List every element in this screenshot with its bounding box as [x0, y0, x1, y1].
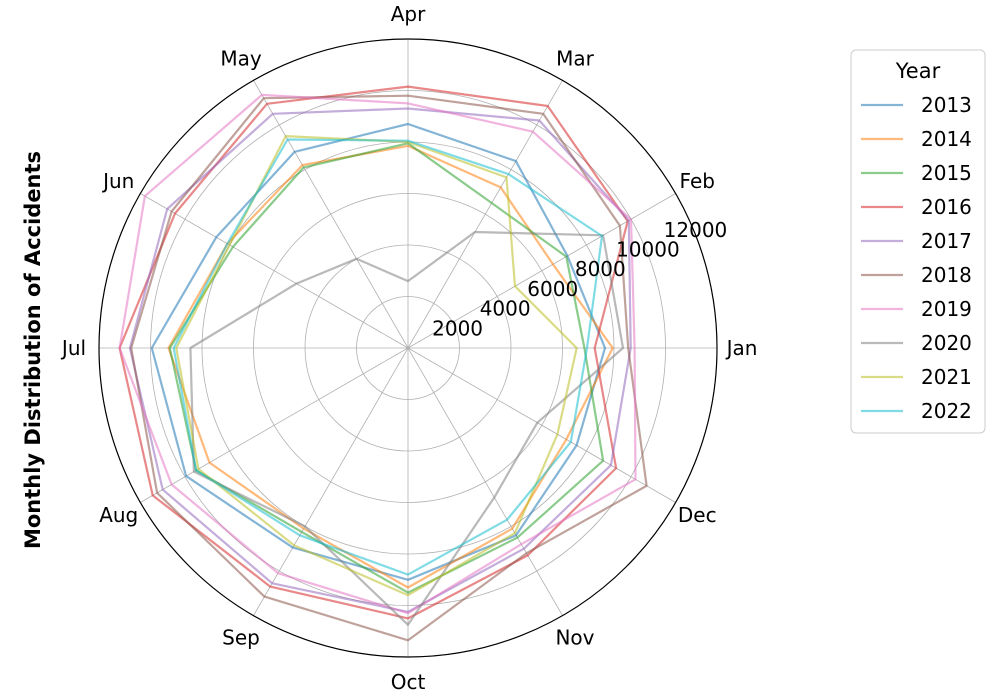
month-label-dec: Dec [678, 503, 717, 527]
grid-spoke [140, 347, 409, 503]
legend-label-2017: 2017 [921, 229, 972, 253]
legend-label-2018: 2018 [921, 263, 972, 287]
month-label-feb: Feb [680, 169, 715, 193]
month-label-sep: Sep [222, 625, 260, 649]
month-label-jul: Jul [60, 336, 86, 360]
series-line-2015 [168, 142, 605, 594]
r-tick-label: 8000 [575, 257, 626, 281]
legend-label-2022: 2022 [921, 399, 972, 423]
series-line-2019 [118, 93, 637, 615]
legend-items: 2013 2014 2015 2016 2017 2018 2019 2020 2021 2022 [861, 93, 972, 423]
legend-label-2021: 2021 [921, 365, 972, 389]
legend-label-2013: 2013 [921, 93, 972, 117]
grid-spoke [253, 80, 409, 349]
grid-spoke [407, 347, 676, 503]
r-tick-label: 4000 [480, 297, 531, 321]
legend-title: Year [895, 59, 941, 83]
r-tick-label: 12000 [664, 218, 728, 242]
series-line-2013 [150, 122, 607, 581]
r-tick-label: 6000 [527, 277, 578, 301]
month-label-oct: Oct [391, 670, 426, 694]
legend-label-2015: 2015 [921, 161, 972, 185]
grid-spoke [407, 347, 563, 616]
r-tick-label: 2000 [432, 316, 483, 340]
legend-label-2016: 2016 [921, 195, 972, 219]
legend-label-2020: 2020 [921, 331, 972, 355]
month-label-jan: Jan [725, 336, 758, 360]
series-line-2020 [189, 230, 625, 626]
series-line-2021 [175, 135, 578, 597]
series-line-2014 [167, 144, 614, 589]
grid-spoke [140, 193, 409, 349]
series-line-2018 [130, 94, 648, 642]
month-label-nov: Nov [555, 625, 594, 649]
month-label-mar: Mar [556, 47, 595, 71]
month-label-apr: Apr [391, 2, 426, 26]
grid-spoke [407, 80, 563, 349]
angular-tick-labels: Jan Feb Mar Apr May Jun Jul Aug Sep Oct Nov Dec [60, 2, 757, 694]
y-axis-label: Monthly Distribution of Accidents [21, 151, 45, 549]
series-line-2017 [128, 107, 632, 614]
polar-frame [98, 38, 718, 658]
r-tick-label: 10000 [616, 237, 680, 261]
legend: Year 2013 2014 2015 2016 2017 2018 2019 2020 202… [850, 49, 986, 434]
month-label-may: May [220, 47, 262, 71]
legend-label-2019: 2019 [921, 297, 972, 321]
month-label-aug: Aug [99, 503, 138, 527]
polar-grid [98, 38, 718, 658]
series-lines [118, 85, 648, 642]
legend-label-2014: 2014 [921, 127, 972, 151]
legend-frame [850, 49, 986, 434]
grid-spoke [253, 347, 409, 616]
series-line-2022 [172, 138, 604, 576]
month-label-jun: Jun [101, 169, 134, 193]
